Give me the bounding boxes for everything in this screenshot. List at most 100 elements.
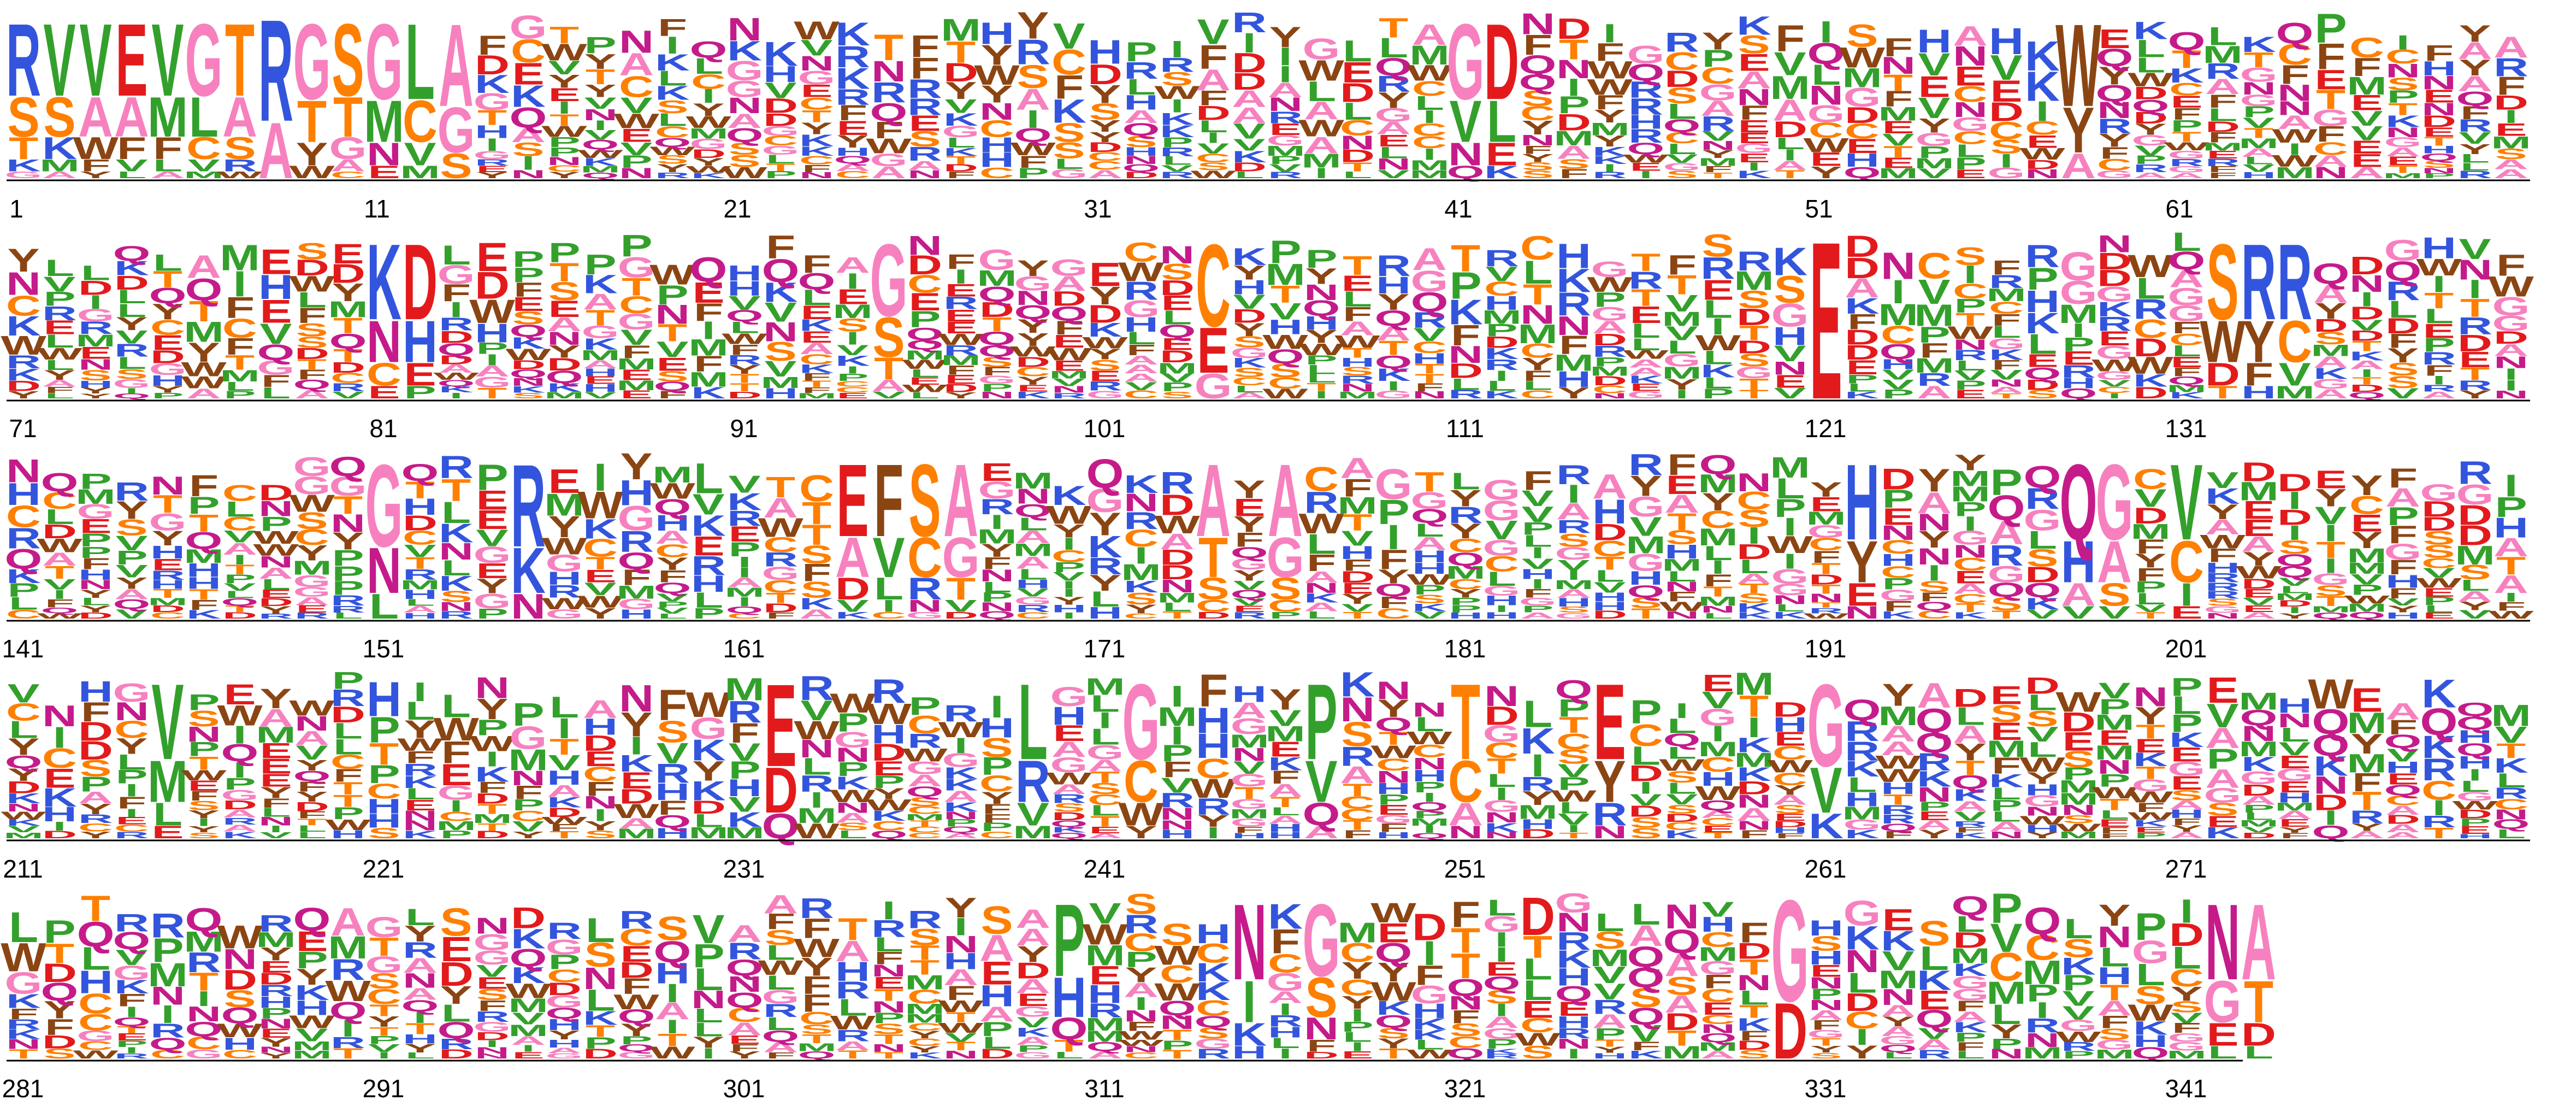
logo-letter-h: H [1232,681,1267,707]
logo-letter-f: F [838,101,867,125]
logo-letter-c: C [799,467,834,509]
logo-letter-k: K [655,49,690,75]
logo-letter-p: P [512,696,544,732]
logo-letter-c: C [763,133,798,149]
logo-letter-v: V [7,679,40,708]
logo-letter-v: V [548,57,580,78]
tick-label: 51 [1805,195,1833,223]
logo-letter-i: I [2504,468,2518,503]
logo-letter-l: L [81,261,110,285]
logo-letter-v: V [620,93,652,118]
logo-letter-e: E [764,660,796,791]
logo-letter-c: C [1196,220,1231,351]
logo-letter-r: R [475,157,510,168]
logo-letter-i: I [2180,892,2194,930]
logo-letter-e: E [476,164,508,174]
logo-letter-s: S [656,910,688,948]
logo-letter-f: F [1667,250,1697,281]
logo-letter-h: H [979,16,1014,51]
logo-letter-r: R [1484,245,1519,271]
logo-letter-t: T [550,111,579,130]
logo-letter-a: A [42,169,77,180]
logo-letter-f: F [946,250,976,274]
tick-label: 251 [1444,855,1486,883]
logo-letter-m: M [724,672,765,708]
logo-letter-y: Y [1918,462,1950,498]
logo-letter-c: C [2133,463,2168,495]
logo-letter-c: C [691,70,726,93]
logo-row-1: 1 11 21 31 41 51 61 [7,179,2530,223]
logo-letter-s: S [512,139,544,160]
logo-letter-d: D [2349,251,2384,280]
logo-letter-d: D [258,480,293,505]
logo-letter-y: Y [692,156,724,168]
logo-letter-v: V [2459,233,2491,266]
logo-letter-e: E [368,162,400,182]
logo-letter-q: Q [726,125,764,146]
logo-letter-n: N [367,136,401,172]
logo-letter-t: T [1379,13,1408,44]
logo-letter-e: E [980,458,1013,486]
logo-letter-e: E [512,57,544,91]
logo-letter-w: W [541,39,587,65]
logo-letter-a: A [871,163,906,182]
logo-letter-k: K [943,110,978,130]
logo-letter-f: F [1054,69,1084,106]
logo-letter-n: N [871,55,906,87]
logo-letter-n: N [1484,680,1519,712]
logo-letter-g: G [1447,2,1485,122]
tick-label: 131 [2165,414,2207,443]
logo-letter-d: D [1412,906,1447,949]
logo-letter-h: H [835,145,870,158]
logo-letter-w: W [722,164,768,181]
logo-letter-h: H [1088,34,1122,72]
logo-letter-y: Y [1954,450,1986,475]
logo-letter-a: A [763,890,798,919]
logo-letter-d: D [763,110,798,130]
logo-row-5: 281 291 301 311 321 331 341 [2,1060,2243,1103]
logo-letter-l: L [441,240,471,271]
logo-glyph-layer: GKTSRAMKSVYFWAVLVFAEALFMVMVCLGWRSATARWYT… [1,0,2534,1075]
logo-letter-r: R [799,892,834,924]
logo-letter-t: T [550,22,579,49]
logo-letter-k: K [799,144,834,158]
logo-letter-y: Y [836,132,868,151]
logo-letter-c: C [619,70,654,104]
logo-letter-d: D [511,901,546,934]
logo-letter-y: Y [2459,20,2491,47]
logo-letter-i: I [558,98,571,118]
logo-letter-w: W [866,134,912,158]
logo-letter-p: P [620,228,652,263]
logo-letter-q: Q [690,37,728,63]
logo-letter-n: N [619,165,654,181]
logo-letter-i: I [2396,31,2410,54]
logo-letter-r: R [835,85,870,109]
logo-letter-s: S [223,131,256,166]
logo-letter-w: W [289,696,335,720]
logo-letter-m: M [1770,451,1810,484]
logo-letter-h: H [78,676,113,708]
logo-letter-c: C [979,115,1014,142]
logo-letter-f: F [658,14,687,41]
logo-letter-i: I [882,896,896,925]
logo-letter-q: Q [2168,27,2206,56]
logo-letter-y: Y [584,81,616,101]
logo-letter-y: Y [1089,129,1121,145]
logo-letter-f: F [910,51,940,85]
logo-letter-e: E [620,125,652,146]
logo-letter-n: N [1376,676,1411,705]
logo-letter-g: G [1591,257,1629,281]
logo-letter-i: I [594,117,607,133]
logo-letter-n: N [907,168,942,181]
logo-letter-h: H [727,261,762,285]
logo-letter-c: C [979,164,1014,181]
logo-letter-a: A [186,249,221,285]
logo-letter-y: Y [2350,469,2383,501]
logo-letter-s: S [440,146,472,186]
logo-letter-w: W [541,122,588,140]
logo-letter-t: T [874,27,903,68]
logo-letter-l: L [658,110,687,130]
logo-letter-d: D [2025,673,2060,699]
logo-letter-l: L [1631,897,1661,931]
logo-letter-g: G [1771,870,1809,1032]
